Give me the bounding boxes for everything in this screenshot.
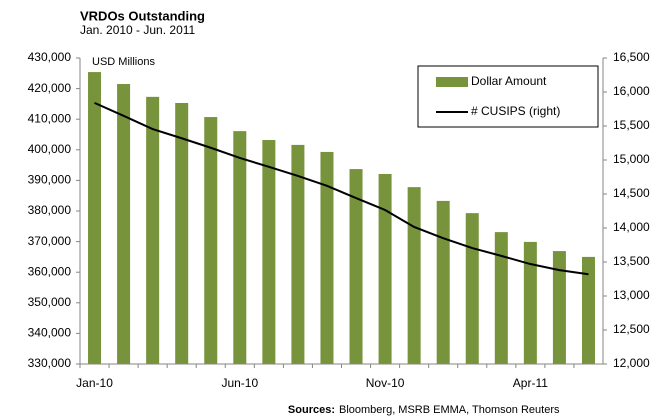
y2-tick-label: 14,000 — [613, 220, 650, 234]
bar — [204, 117, 218, 364]
y2-tick-label: 13,500 — [613, 254, 650, 268]
y-tick-label: 340,000 — [28, 326, 72, 340]
y-tick-label: 410,000 — [28, 111, 72, 125]
y-tick-label: 350,000 — [28, 295, 72, 309]
y-tick-label: 430,000 — [28, 50, 72, 64]
chart-title: VRDOs Outstanding — [80, 8, 205, 23]
y-tick-label: 360,000 — [28, 264, 72, 278]
bar — [494, 232, 508, 364]
bar — [581, 256, 595, 364]
y-tick-label: 400,000 — [28, 142, 72, 156]
bar — [175, 102, 189, 365]
y-tick-label: 370,000 — [28, 234, 72, 248]
legend-swatch — [436, 77, 468, 87]
y-tick-label: 420,000 — [28, 81, 72, 95]
bar — [465, 213, 479, 364]
x-tick-label: Jun-10 — [221, 376, 258, 390]
y2-tick-label: 12,500 — [613, 322, 650, 336]
bar — [349, 169, 363, 364]
y-tick-label: 380,000 — [28, 203, 72, 217]
y2-tick-label: 13,000 — [613, 288, 650, 302]
y2-tick-label: 15,500 — [613, 118, 650, 132]
bar — [320, 151, 334, 364]
bar — [523, 241, 537, 364]
bar — [262, 140, 276, 364]
y-tick-label: 390,000 — [28, 173, 72, 187]
source-label: Sources: — [288, 404, 335, 416]
bar — [291, 144, 305, 364]
bar — [378, 173, 392, 364]
x-tick-label: Apr-11 — [513, 376, 548, 390]
x-tick-label: Nov-10 — [366, 376, 405, 390]
y2-tick-label: 14,500 — [613, 186, 650, 200]
bar — [233, 131, 247, 364]
bar — [146, 96, 160, 364]
bar — [552, 251, 566, 364]
source: Bloomberg, MSRB EMMA, Thomson Reuters — [339, 404, 560, 416]
y2-tick-label: 16,000 — [613, 84, 650, 98]
legend-label: # CUSIPS (right) — [471, 104, 560, 118]
chart-subtitle: Jan. 2010 - Jun. 2011 — [80, 23, 196, 37]
y-tick-label: 330,000 — [28, 356, 72, 370]
bar — [436, 200, 450, 364]
bar — [407, 187, 421, 364]
y2-tick-label: 16,500 — [613, 50, 650, 64]
x-tick-label: Jan-10 — [76, 376, 113, 390]
line — [94, 101, 589, 276]
y2-tick-label: 15,000 — [613, 152, 650, 166]
legend-label: Dollar Amount — [471, 74, 547, 88]
bar — [117, 84, 131, 364]
bar — [88, 72, 102, 365]
annotation: USD Millions — [92, 56, 155, 68]
y2-tick-label: 12,000 — [613, 356, 650, 370]
legend-box — [417, 65, 599, 128]
